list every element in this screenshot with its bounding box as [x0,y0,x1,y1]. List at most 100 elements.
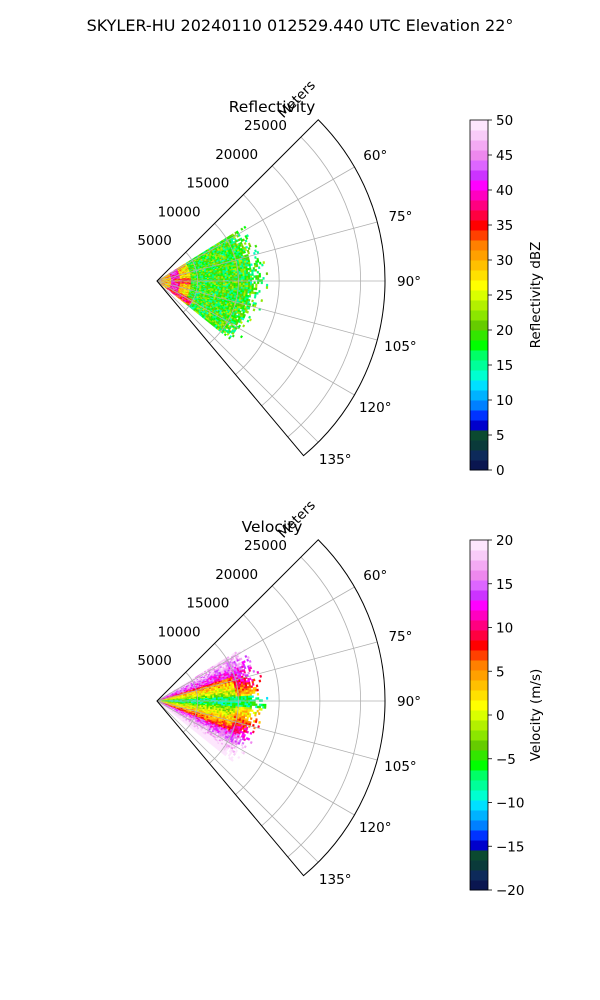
data-cell [247,285,251,288]
data-cell [246,273,249,277]
data-cell [258,275,261,278]
data-cell [248,315,251,319]
data-cell [255,264,259,268]
data-cell [246,319,250,323]
colorbar-swatch [470,420,488,431]
data-cell [224,278,228,281]
data-cell [257,281,260,285]
data-cell [265,283,269,287]
colorbar-swatch [470,270,488,281]
data-cell [255,277,258,280]
data-cell [260,281,263,285]
data-cell [215,281,219,283]
data-cell [230,282,233,285]
azimuth-spoke [156,221,378,282]
data-cell [240,274,244,277]
data-cell [249,281,253,284]
colorbar-swatch [470,170,488,181]
data-cell [258,272,261,276]
data-cell [257,275,260,278]
velocity-panel: Velocity500010000150002000025000Meters60… [137,497,544,899]
colorbar-tick-label: 50 [496,113,513,129]
colorbar-swatch [470,430,488,441]
data-cell [238,272,242,275]
data-cell [239,281,242,284]
data-cell [249,275,253,278]
data-cell [233,281,236,284]
data-cell [233,276,236,279]
colorbar-tick-label: 40 [496,183,513,199]
data-cell [217,277,220,280]
colorbar-swatch [470,380,488,391]
data-cell [219,277,222,279]
data-cell [223,278,226,281]
data-cell [253,275,256,278]
data-cell [231,334,235,338]
colorbar-tick-label: 10 [496,393,513,409]
data-cell [219,281,222,283]
data-cell [223,277,226,279]
colorbar-swatch [470,460,488,471]
data-cell [244,272,247,275]
data-cell [242,324,246,328]
azimuth-spoke [156,280,378,341]
data-cell [252,308,256,312]
data-cell [244,285,247,288]
data-cell [235,284,238,287]
data-cell [247,247,251,251]
colorbar-swatch [470,320,488,331]
data-cell [256,270,259,274]
data-cell [256,259,260,263]
colorbar-tick-label: 0 [496,463,505,479]
data-cell [240,283,244,286]
data-cell [231,274,235,277]
data-cell [242,275,245,279]
data-cells [156,225,269,340]
data-cell [240,227,244,231]
data-cell [246,285,249,288]
data-cell [253,295,257,299]
data-cell [226,278,229,281]
data-cell [249,277,253,280]
data-cell [249,283,253,286]
data-cell [239,284,242,288]
data-cell [249,267,252,271]
data-cell [235,283,238,286]
data-cell [235,281,238,284]
radial-tick-label: 20000 [215,147,258,163]
colorbar-swatch [470,140,488,151]
data-cell [224,281,228,284]
data-cell [226,276,229,279]
data-cell [221,278,224,281]
colorbar-swatch [470,360,488,371]
data-cell [230,278,233,281]
data-cell [233,274,236,277]
data-cell [231,282,235,285]
colorbar-swatch [470,340,488,351]
data-cell [239,274,242,277]
data-cell [246,283,249,286]
colorbar-tick-label: 30 [496,253,513,269]
data-cell [221,281,224,284]
data-cell [265,286,269,289]
data-cell [244,277,247,280]
data-cell [233,278,236,281]
data-cell [245,271,249,275]
data-cell [255,285,258,289]
colorbar-swatch [470,230,488,241]
data-cell [257,266,261,270]
radial-tick-label: 25000 [244,118,287,134]
colorbar-swatch [470,120,488,131]
data-cell [215,278,219,281]
data-cell [233,282,236,286]
data-cell [251,285,254,288]
data-cell [252,267,256,270]
colorbar-swatch [470,280,488,291]
colorbar-swatch [470,210,488,221]
data-cell [249,318,252,322]
colorbar-swatch [470,150,488,161]
colorbar-swatch [470,260,488,271]
data-cell [251,299,254,303]
radial-tick-label: 5000 [137,233,171,249]
